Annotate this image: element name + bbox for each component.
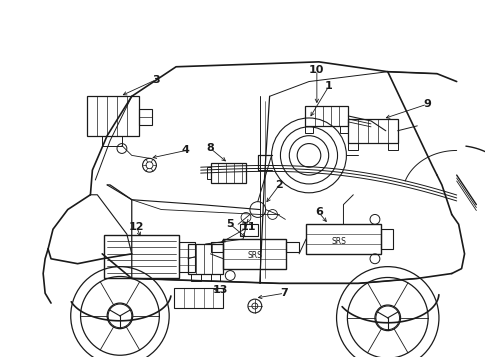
Text: 13: 13: [212, 285, 227, 295]
Text: 5: 5: [226, 219, 234, 229]
Text: SRS: SRS: [247, 251, 262, 260]
Bar: [305, 126, 312, 133]
Bar: [190, 274, 200, 282]
Text: 3: 3: [152, 75, 160, 85]
Text: SRS: SRS: [330, 237, 345, 246]
Bar: [305, 224, 380, 254]
Bar: [210, 242, 223, 252]
Bar: [347, 143, 358, 150]
Bar: [102, 136, 122, 145]
Bar: [340, 126, 347, 133]
Bar: [210, 274, 220, 282]
Bar: [139, 109, 152, 125]
Bar: [380, 229, 392, 249]
Text: 11: 11: [240, 222, 255, 232]
Text: 2: 2: [275, 180, 283, 190]
Bar: [240, 224, 257, 236]
Bar: [206, 167, 210, 179]
Text: 8: 8: [206, 144, 214, 153]
Bar: [87, 96, 139, 136]
Text: 9: 9: [422, 99, 430, 109]
Bar: [210, 163, 245, 183]
Bar: [387, 143, 397, 150]
Text: 4: 4: [182, 145, 189, 156]
Text: 10: 10: [308, 65, 324, 75]
Text: 6: 6: [314, 207, 322, 217]
Bar: [286, 242, 299, 252]
Text: 1: 1: [324, 81, 332, 91]
Bar: [174, 288, 223, 308]
Bar: [305, 106, 347, 126]
Bar: [104, 235, 179, 278]
Bar: [347, 119, 397, 143]
Bar: [223, 239, 286, 269]
Bar: [187, 244, 223, 274]
Bar: [179, 242, 194, 271]
Text: 7: 7: [280, 288, 287, 298]
Text: 12: 12: [129, 222, 144, 232]
